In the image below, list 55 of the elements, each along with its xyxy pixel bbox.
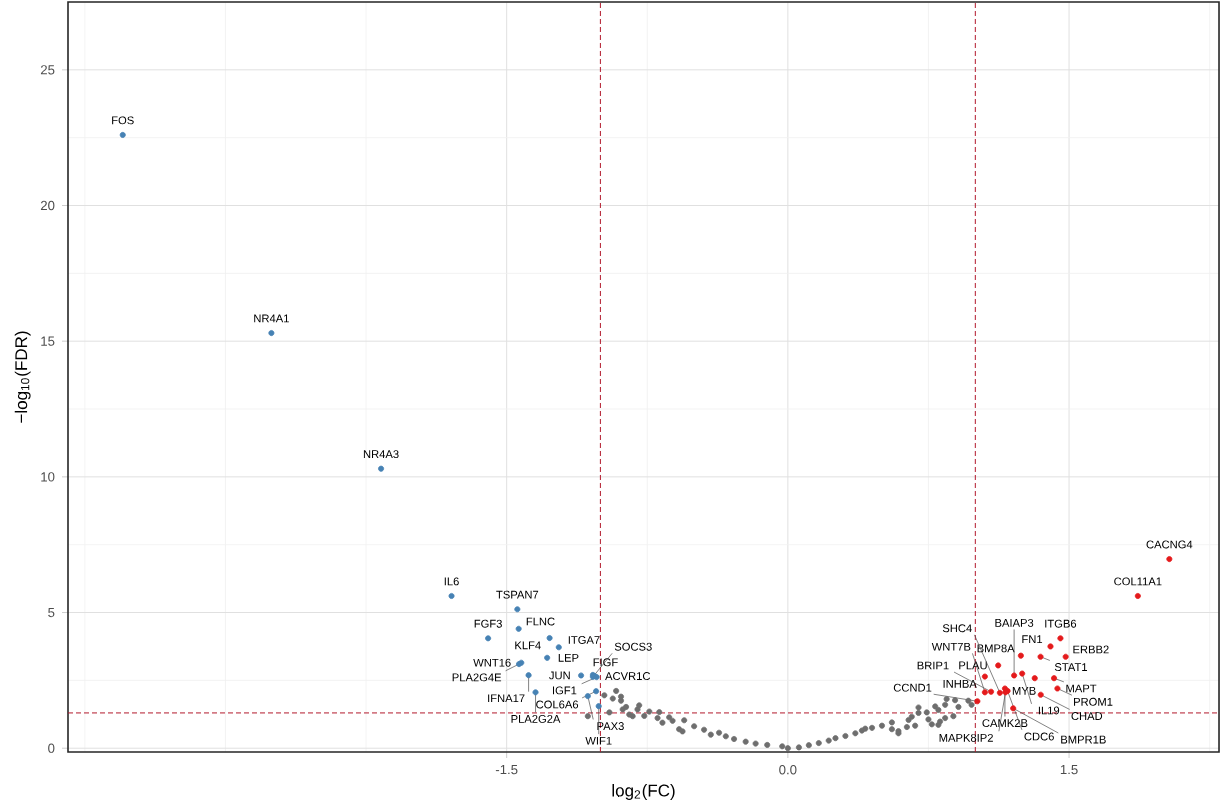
annotation: IL19 [1038,706,1060,715]
annotation: COL6A6 [536,700,579,709]
annotation: WNT16 [473,658,511,667]
annotation: CCND1 [893,683,932,692]
annotation: PLA2G2A [511,714,561,723]
annotation: LEP [558,654,579,662]
annotation: FLNC [526,617,555,626]
annotation: CDC6 [1024,732,1054,741]
annotation: BMP8A [977,644,1015,653]
x-tick-label: 1.5 [1060,765,1078,775]
x-axis-title: log$_{2}$(FC) [612,784,675,800]
annotation: COL11A1 [1114,577,1162,586]
y-tick-label: 15 [41,336,55,346]
y-tick-label: 10 [41,472,55,482]
annotation: MAPT [1066,684,1097,693]
annotation: KLF4 [515,641,541,650]
annotation: IGF1 [553,686,577,695]
annotation: ERBB2 [1073,645,1109,654]
annotation: NR4A1 [254,314,289,323]
annotation: FN1 [1022,635,1043,643]
y-tick-label: 25 [40,65,55,75]
annotation: CHAD [1071,712,1103,720]
x-tick-label: 0.0 [779,765,797,775]
annotation: ACVR1C [605,672,651,680]
annotation: SOCS3 [614,642,652,651]
annotation: TSPAN7 [496,590,539,599]
annotation: BAIAP3 [995,618,1034,627]
annotation: FIGF [593,658,618,667]
annotation: PROM1 [1074,697,1113,706]
annotation: INHBA [943,680,977,688]
annotation: FGF3 [474,619,502,628]
annotation: MYB [1012,687,1036,695]
annotation: WNT7B [931,642,971,651]
annotation: ITGB6 [1045,619,1077,628]
annotation: PAX3 [597,722,624,731]
annotation: STAT1 [1054,663,1088,672]
annotation: FOS [112,116,134,125]
y-tick-label: 5 [48,607,55,618]
y-axis-title: −log$_{10}$(FDR) [14,331,31,423]
annotation: BMPR1B [1061,735,1106,744]
annotation: SHC4 [942,624,972,633]
x-tick-label: -1.5 [495,765,518,775]
annotation: JUN [549,671,570,680]
annotation: PLAU [959,661,987,670]
annotation: CAMK2B [982,719,1028,728]
annotation: IL6 [444,577,459,586]
annotation: ITGA7 [568,636,600,644]
annotation: CACNG4 [1146,540,1193,549]
y-tick-label: 0 [48,743,55,753]
y-tick-label: 20 [40,200,55,211]
annotation: PLA2G4E [452,673,502,682]
annotation: NR4A3 [363,450,399,459]
annotation: MAPK8IP2 [939,733,993,742]
annotation: BRIP1 [917,661,949,670]
annotation: IFNA17 [488,694,525,703]
